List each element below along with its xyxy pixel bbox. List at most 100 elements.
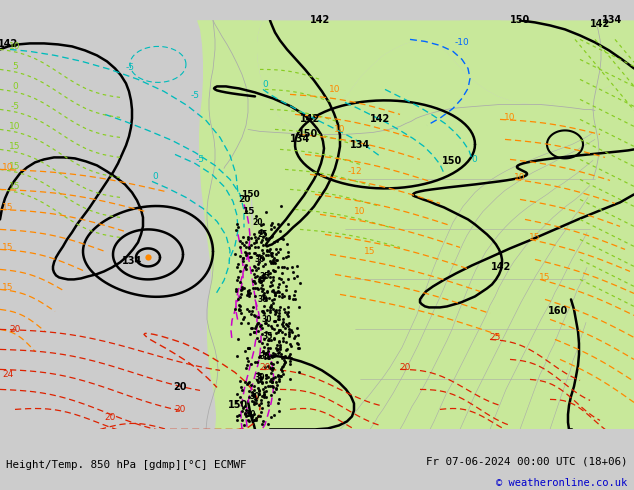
Point — [269, 335, 279, 343]
Point — [289, 334, 299, 342]
Point — [251, 238, 261, 246]
Point — [243, 287, 254, 294]
Point — [266, 225, 276, 233]
Point — [273, 372, 283, 380]
Text: -10: -10 — [455, 38, 469, 47]
Point — [264, 344, 275, 352]
Text: 142: 142 — [300, 114, 320, 124]
Point — [261, 296, 271, 304]
Point — [243, 319, 254, 327]
Point — [257, 246, 267, 254]
Point — [233, 335, 243, 343]
Point — [281, 286, 291, 294]
Text: -12: -12 — [347, 167, 362, 176]
Point — [285, 360, 295, 368]
Point — [266, 248, 276, 256]
Point — [271, 344, 281, 352]
Point — [253, 384, 263, 392]
Point — [238, 404, 248, 412]
Point — [275, 315, 285, 323]
Point — [268, 360, 278, 368]
Point — [259, 343, 269, 351]
Point — [264, 234, 274, 242]
Point — [259, 391, 269, 399]
Point — [245, 289, 255, 296]
Point — [276, 291, 287, 298]
Point — [256, 278, 266, 286]
Point — [244, 290, 254, 298]
Point — [271, 346, 281, 354]
Point — [256, 279, 266, 287]
Text: 20: 20 — [173, 382, 187, 392]
Point — [283, 275, 294, 283]
Point — [246, 360, 256, 368]
Point — [254, 277, 264, 285]
Point — [255, 374, 265, 382]
Point — [294, 368, 304, 376]
Point — [258, 242, 268, 249]
Point — [269, 289, 280, 297]
Point — [262, 247, 273, 255]
Point — [266, 303, 276, 311]
Point — [257, 262, 268, 270]
Point — [249, 386, 259, 394]
Point — [254, 275, 264, 283]
Point — [244, 286, 254, 294]
Point — [270, 317, 280, 325]
Point — [275, 303, 285, 311]
Point — [271, 245, 281, 253]
Point — [251, 236, 261, 244]
Point — [244, 393, 254, 401]
Point — [266, 336, 276, 344]
Point — [263, 401, 273, 409]
Point — [250, 359, 260, 367]
Text: 10: 10 — [504, 113, 515, 122]
Point — [259, 293, 269, 300]
Point — [238, 233, 249, 241]
Point — [261, 393, 271, 401]
Point — [230, 306, 240, 314]
Point — [235, 398, 245, 406]
Point — [261, 251, 271, 259]
Point — [262, 246, 272, 254]
Point — [240, 406, 250, 414]
Point — [262, 287, 273, 295]
Point — [280, 324, 290, 332]
Point — [280, 330, 290, 338]
Point — [278, 305, 288, 313]
Point — [241, 251, 251, 259]
Point — [261, 235, 271, 243]
Point — [265, 306, 275, 314]
Point — [284, 333, 294, 341]
Text: 142: 142 — [370, 114, 390, 124]
Point — [256, 220, 266, 228]
Point — [265, 330, 275, 338]
Point — [281, 253, 291, 261]
Text: 30: 30 — [250, 392, 260, 401]
Point — [268, 254, 278, 262]
Point — [277, 328, 287, 336]
Point — [270, 317, 280, 325]
Point — [274, 338, 284, 345]
Point — [242, 362, 252, 369]
Point — [293, 331, 303, 339]
Point — [248, 277, 258, 285]
Point — [243, 411, 253, 419]
Point — [249, 392, 259, 399]
Point — [240, 238, 250, 246]
Point — [287, 328, 297, 336]
Point — [259, 290, 269, 297]
Point — [275, 341, 285, 349]
Point — [254, 386, 264, 394]
Point — [249, 270, 259, 278]
Point — [278, 362, 288, 370]
Point — [266, 378, 276, 386]
Point — [252, 378, 262, 386]
Point — [273, 328, 283, 336]
Point — [273, 274, 283, 282]
Point — [259, 309, 269, 317]
Point — [265, 257, 275, 265]
Point — [245, 381, 256, 389]
Point — [254, 337, 264, 344]
Point — [284, 352, 294, 360]
